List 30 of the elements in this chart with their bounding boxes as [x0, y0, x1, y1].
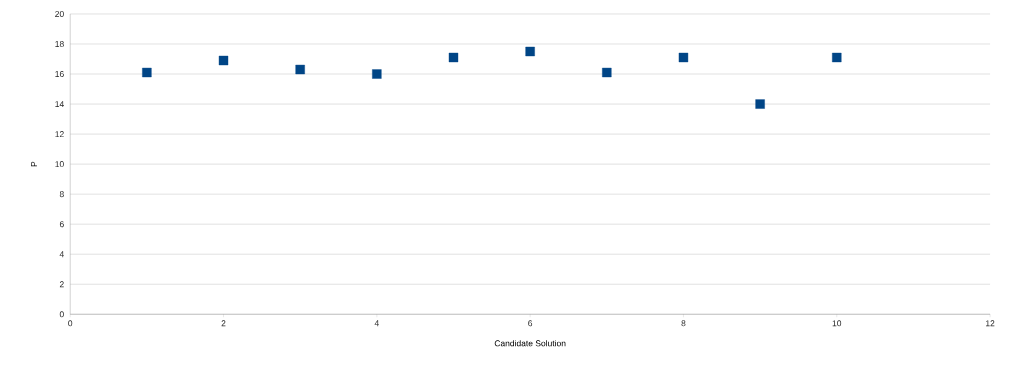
point: [678, 52, 689, 63]
y-tick-label: 6: [59, 221, 64, 228]
x-tick-label: 8: [681, 320, 686, 327]
point: [755, 99, 765, 109]
y-tick-label: 2: [59, 281, 64, 288]
y-tick-label: 14: [55, 101, 64, 107]
x-tick-label: 10: [832, 320, 842, 327]
x-tick-label: 4: [374, 320, 379, 327]
y-axis-title: P: [31, 161, 37, 167]
point: [602, 67, 612, 78]
point: [448, 52, 459, 63]
x-tick-label: 2: [221, 320, 226, 327]
y-tick-label: 4: [59, 251, 64, 258]
point: [142, 67, 152, 78]
point: [832, 52, 842, 63]
y-tick-label: 8: [59, 191, 64, 198]
x-tick-label: 6: [528, 320, 533, 327]
point: [372, 69, 382, 79]
point: [295, 64, 305, 75]
y-tick-label: 0: [59, 311, 64, 318]
y-tick-label: 20: [55, 10, 64, 17]
x-tick-label: 12: [986, 320, 995, 327]
point: [218, 55, 229, 66]
y-tick-label: 10: [55, 161, 64, 168]
y-tick-label: 18: [55, 40, 64, 47]
y-tick-label: 16: [55, 70, 64, 77]
y-tick-label: 12: [55, 131, 64, 137]
x-axis-title: Candidate Solution: [494, 340, 566, 347]
point: [525, 46, 535, 57]
x-tick-label: 0: [68, 320, 73, 327]
